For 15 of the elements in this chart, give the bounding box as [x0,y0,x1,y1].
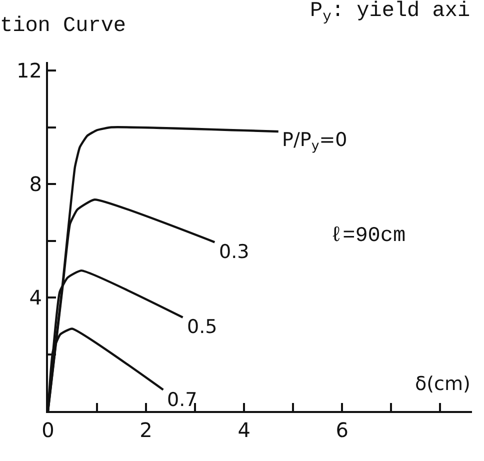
annotation: ℓ=90cm [330,225,406,248]
series-label: 0.7 [167,389,198,411]
x-tick-label: 2 [140,418,152,442]
chart-title: tion Curve [0,14,126,38]
series-label: P/P$_{y}$=0 [282,129,348,154]
x-tick-label: 6 [336,418,348,442]
y-tick-label: 12 [16,58,42,83]
series-label: 0.5 [187,316,218,338]
y-tick-label: 4 [29,286,42,310]
x-axis-title: δ(cm) [415,373,470,395]
series-label: 0.3 [219,241,250,263]
chart-subtitle: P$_{y}$: yield axi [310,0,470,26]
x-tick-label: 4 [238,418,250,442]
y-tick-label: 8 [29,172,42,196]
x-tick-label: 0 [42,418,54,442]
